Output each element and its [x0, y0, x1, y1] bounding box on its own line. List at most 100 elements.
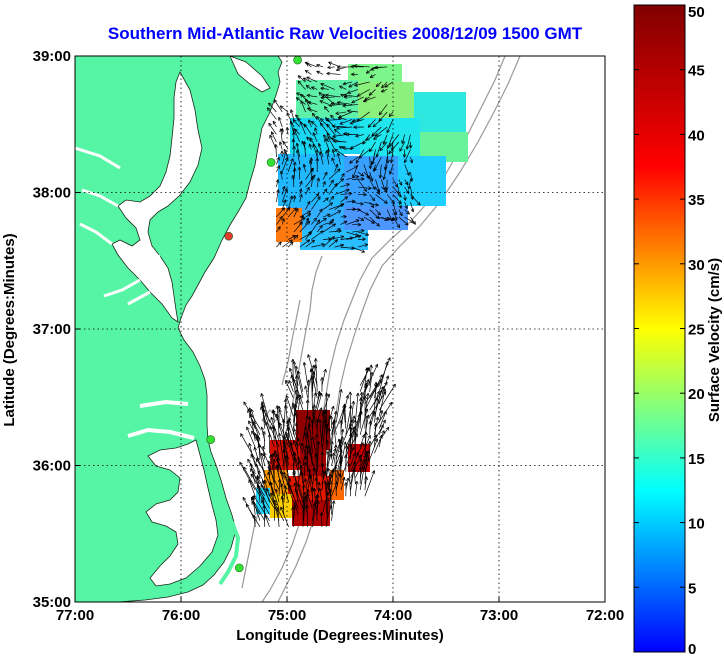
velocity-vector-head	[282, 471, 285, 476]
velocity-vector	[410, 156, 413, 164]
velocity-vector	[321, 453, 332, 485]
velocity-vector-head	[374, 381, 377, 386]
velocity-vector-head	[338, 146, 342, 150]
velocity-vector-head	[336, 152, 339, 157]
velocity-vector-head	[326, 468, 329, 472]
velocity-vector-head	[339, 389, 342, 393]
velocity-vector-head	[330, 103, 335, 106]
velocity-vector	[315, 453, 318, 484]
velocity-vector-head	[273, 99, 278, 102]
velocity-vector-head	[332, 149, 336, 153]
velocity-vector	[296, 97, 306, 105]
velocity-vector-head	[388, 401, 393, 405]
velocity-vector	[277, 507, 280, 527]
hf-radar-stations	[206, 56, 302, 573]
velocity-vector	[345, 477, 349, 491]
velocity-vector	[339, 460, 342, 484]
velocity-vector	[305, 213, 312, 218]
velocity-vector-head	[301, 188, 303, 193]
velocity-vector	[378, 386, 384, 399]
velocity-vector	[293, 161, 296, 173]
velocity-vector-head	[358, 397, 362, 401]
velocity-vector-head	[293, 505, 296, 509]
velocity-vector	[369, 156, 371, 169]
velocity-vector	[316, 208, 323, 218]
velocity-vector-head	[293, 482, 295, 487]
velocity-vector-head	[282, 448, 285, 453]
velocity-vector-head	[326, 188, 328, 193]
velocity-vector-head	[365, 234, 369, 237]
velocity-vector-head	[365, 137, 369, 141]
velocity-vector-head	[334, 163, 338, 167]
velocity-vector-head	[274, 499, 277, 504]
velocity-vector	[316, 500, 319, 515]
velocity-vector-head	[406, 212, 410, 215]
velocity-vector-head	[325, 470, 328, 474]
velocity-vector-head	[281, 150, 284, 155]
velocity-vector	[374, 374, 383, 392]
velocity-vector-head	[266, 488, 270, 491]
velocity-vector	[374, 424, 384, 442]
velocity-vector	[299, 221, 311, 233]
velocity-vector-head	[335, 113, 340, 116]
velocity-vector-head	[335, 67, 339, 71]
velocity-vector-head	[372, 220, 375, 224]
velocity-vector	[352, 119, 359, 122]
velocity-vector	[340, 446, 355, 478]
velocity-vector-head	[365, 70, 369, 74]
velocity-vector	[297, 80, 306, 90]
velocity-vector-head	[379, 147, 382, 151]
velocity-vector	[363, 96, 376, 102]
velocity-vector-head	[329, 449, 332, 453]
velocity-vector-head	[326, 119, 330, 122]
velocity-vector-head	[297, 166, 300, 171]
velocity-vector-head	[365, 431, 368, 436]
velocity-vector-head	[343, 96, 348, 99]
velocity-vector-head	[341, 477, 345, 481]
velocity-vector	[331, 448, 336, 466]
velocity-vector	[315, 477, 318, 491]
velocity-vector-head	[303, 361, 307, 366]
velocity-vector-head	[357, 93, 360, 97]
velocity-vector-head	[270, 492, 274, 496]
velocity-vector-head	[300, 471, 302, 476]
velocity-vector	[253, 495, 270, 521]
velocity-vector	[369, 411, 375, 429]
velocity-vector-head	[333, 140, 337, 144]
velocity-vector	[357, 238, 366, 240]
velocity-vector-head	[342, 428, 345, 433]
velocity-vector-head	[311, 86, 314, 90]
velocity-vector	[320, 83, 335, 90]
velocity-vector-head	[331, 149, 334, 153]
velocity-vector-head	[295, 488, 299, 492]
velocity-vector-head	[351, 446, 355, 450]
velocity-vector-head	[333, 448, 336, 452]
velocity-vector	[278, 117, 283, 128]
velocity-vector-head	[319, 100, 323, 104]
velocity-vector	[295, 365, 304, 399]
velocity-vector	[280, 506, 289, 528]
velocity-vector-head	[281, 185, 285, 190]
velocity-vector	[304, 432, 309, 454]
velocity-vector-head	[351, 430, 355, 434]
velocity-vector	[369, 438, 378, 460]
velocity-vector-head	[305, 461, 308, 466]
velocity-vector-head	[370, 67, 374, 70]
velocity-vector-head	[337, 152, 341, 156]
velocity-vector	[357, 89, 370, 97]
velocity-vector-head	[297, 438, 301, 442]
velocity-vector	[378, 426, 390, 442]
velocity-vector-head	[297, 80, 300, 85]
velocity-vector	[320, 96, 335, 99]
velocity-vector-head	[302, 362, 305, 366]
velocity-vector-head	[261, 426, 265, 430]
velocity-vector	[328, 428, 332, 454]
velocity-vector	[378, 104, 388, 116]
velocity-vector	[336, 126, 353, 129]
velocity-vector-head	[327, 468, 331, 472]
velocity-vector-head	[346, 183, 350, 187]
velocity-vector	[306, 94, 318, 98]
velocity-vector-head	[368, 94, 373, 96]
velocity-vector-head	[364, 243, 368, 245]
velocity-vector-head	[307, 101, 311, 105]
